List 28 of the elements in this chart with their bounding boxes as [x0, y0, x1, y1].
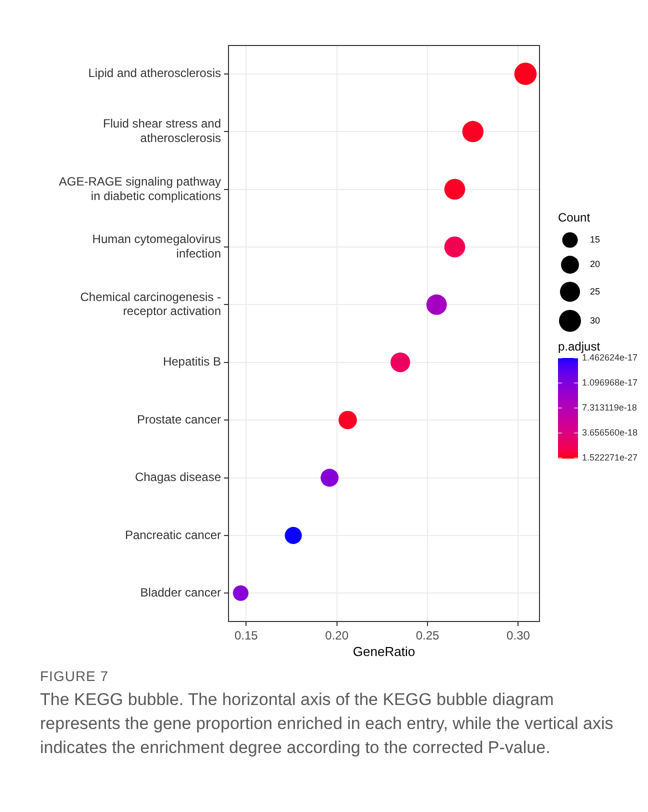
- y-tick-label: Fluid shear stress and atherosclerosis: [102, 116, 221, 146]
- color-bar-label: 1.462624e-17: [582, 352, 638, 362]
- color-bar-label: 1.096968e-17: [582, 377, 638, 388]
- color-bar-label: 3.656560e-18: [582, 427, 638, 438]
- text: The KEGG bubble. The horizontal axis of the KEGG bubble diagram represents the gene proportion enriched in each entry, while the vertical axis indicates the enrichment degree according to the corrected P-value.: [40, 689, 614, 759]
- y-tick-label: Hepatitis B: [162, 354, 221, 369]
- x-tick-label: 0.20: [325, 628, 349, 643]
- color-bar-label: 1.522271e-27: [582, 452, 638, 462]
- legend-label: 25: [590, 286, 600, 296]
- y-tick-label: Bladder cancer: [140, 585, 221, 600]
- x-tick-label: 0.15: [234, 628, 258, 643]
- color-bar-label: 7.313119e-18: [582, 402, 637, 412]
- y-tick-label: Chagas disease: [134, 470, 222, 484]
- legend-label: 15: [590, 234, 600, 244]
- y-tick-label: AGE-RAGE signaling pathway in diabetic complications: [58, 174, 221, 203]
- legend-label: 30: [590, 315, 600, 326]
- y-tick-label: Lipid and atherosclerosis: [88, 66, 221, 80]
- color-bar-title: p.adjust: [558, 339, 601, 354]
- caption: FIGURE 7: [40, 668, 110, 684]
- y-tick-label: Chemical carcinogenesis - receptor activation: [80, 290, 221, 318]
- x-tick-label: 0.30: [506, 628, 530, 643]
- legend-title: Count: [558, 210, 591, 224]
- y-tick-label: Pancreatic cancer: [124, 528, 222, 542]
- x-axis-title: GeneRatio: [352, 644, 416, 659]
- x-tick-label: 0.25: [416, 628, 440, 643]
- legend-label: 20: [590, 259, 600, 270]
- y-tick-label: Human cytomegalovirus infection: [92, 232, 221, 260]
- y-tick-label: Prostate cancer: [136, 412, 221, 426]
